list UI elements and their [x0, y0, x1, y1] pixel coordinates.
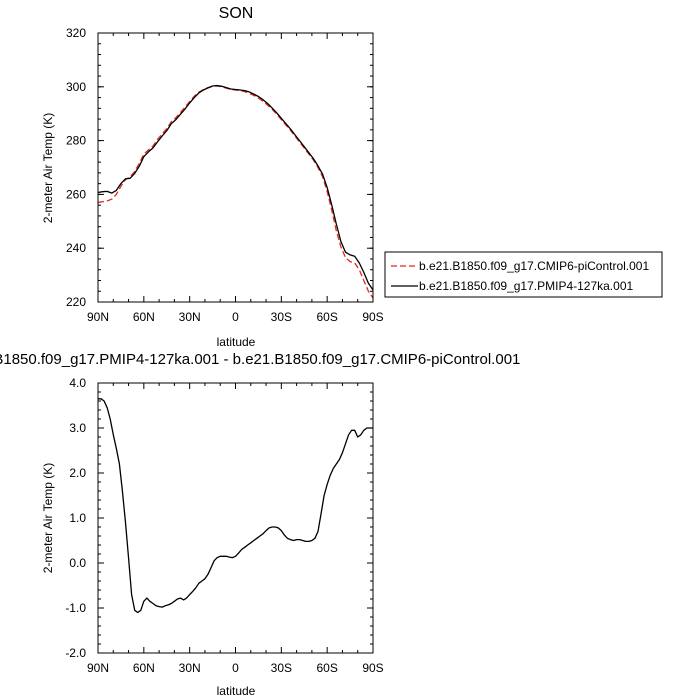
bottom-y-tick-label: 4.0 [69, 376, 86, 390]
bottom-x-axis-label: latitude [217, 684, 256, 698]
bottom-x-tick-label: 60N [133, 661, 155, 675]
bottom-x-tick-label: 60S [316, 661, 337, 675]
bottom-y-axis-label: 2-meter Air Temp (K) [41, 463, 55, 573]
top-y-tick-label: 280 [66, 134, 86, 148]
legend-box [384, 251, 663, 298]
top-x-tick-label: 0 [232, 310, 239, 324]
bottom-panel: b.e21.B1850.f09_g17.PMIP4-127ka.001 - b.… [0, 351, 520, 698]
top-y-tick-label: 260 [66, 187, 86, 201]
bottom-x-tick-label: 90S [362, 661, 383, 675]
bottom-series-line-0 [98, 398, 373, 614]
top-x-axis-label: latitude [217, 335, 256, 349]
bottom-x-tick-label: 30S [271, 661, 292, 675]
legend-label-control: b.e21.B1850.f09_g17.CMIP6-piControl.001 [419, 259, 649, 273]
bottom-x-tick-label: 90N [87, 661, 109, 675]
bottom-y-tick-label: 3.0 [69, 421, 86, 435]
top-title: SON [219, 5, 254, 22]
bottom-x-tick-label: 30N [179, 661, 201, 675]
bottom-y-tick-label: 2.0 [69, 466, 86, 480]
top-y-tick-label: 240 [66, 241, 86, 255]
top-series-line-0 [97, 85, 374, 299]
legend-label-experiment: b.e21.B1850.f09_g17.PMIP4-127ka.001 [419, 279, 633, 293]
top-panel: SON 90N 60N 30N 0 30S 60S 90S 220 240 260 280 300 32… [41, 5, 384, 349]
bottom-series-lines [98, 398, 373, 614]
top-y-tick-label: 320 [66, 26, 86, 40]
top-y-tick-label: 220 [66, 295, 86, 309]
top-x-tick-label: 30N [179, 310, 201, 324]
bottom-y-tick-label: -1.0 [65, 601, 86, 615]
top-y-axis-label: 2-meter Air Temp (K) [41, 113, 55, 223]
top-ticks: 90N 60N 30N 0 30S 60S 90S 220 240 260 280 300 320 [66, 26, 384, 324]
top-x-tick-label: 90N [87, 310, 109, 324]
top-x-tick-label: 60S [316, 310, 337, 324]
top-y-tick-label: 300 [66, 80, 86, 94]
bottom-y-tick-label: -2.0 [65, 646, 86, 660]
bottom-y-tick-label: 1.0 [69, 511, 86, 525]
bottom-ticks: 90N 60N 30N 0 30S 60S 90S -2.0 -1.0 0.0 1.0 2.0 3.0 4… [65, 376, 383, 675]
top-series-lines [97, 84, 374, 299]
top-x-tick-label: 90S [362, 310, 383, 324]
bottom-title: b.e21.B1850.f09_g17.PMIP4-127ka.001 - b.… [0, 351, 520, 368]
top-series-line-1 [97, 84, 374, 291]
top-x-tick-label: 30S [271, 310, 292, 324]
bottom-plot-frame [97, 382, 374, 654]
bottom-x-tick-label: 0 [232, 661, 239, 675]
legend: b.e21.B1850.f09_g17.CMIP6-piControl.001 … [384, 251, 663, 298]
bottom-y-tick-label: 0.0 [69, 556, 86, 570]
top-x-tick-label: 60N [133, 310, 155, 324]
top-plot-frame [97, 32, 374, 303]
